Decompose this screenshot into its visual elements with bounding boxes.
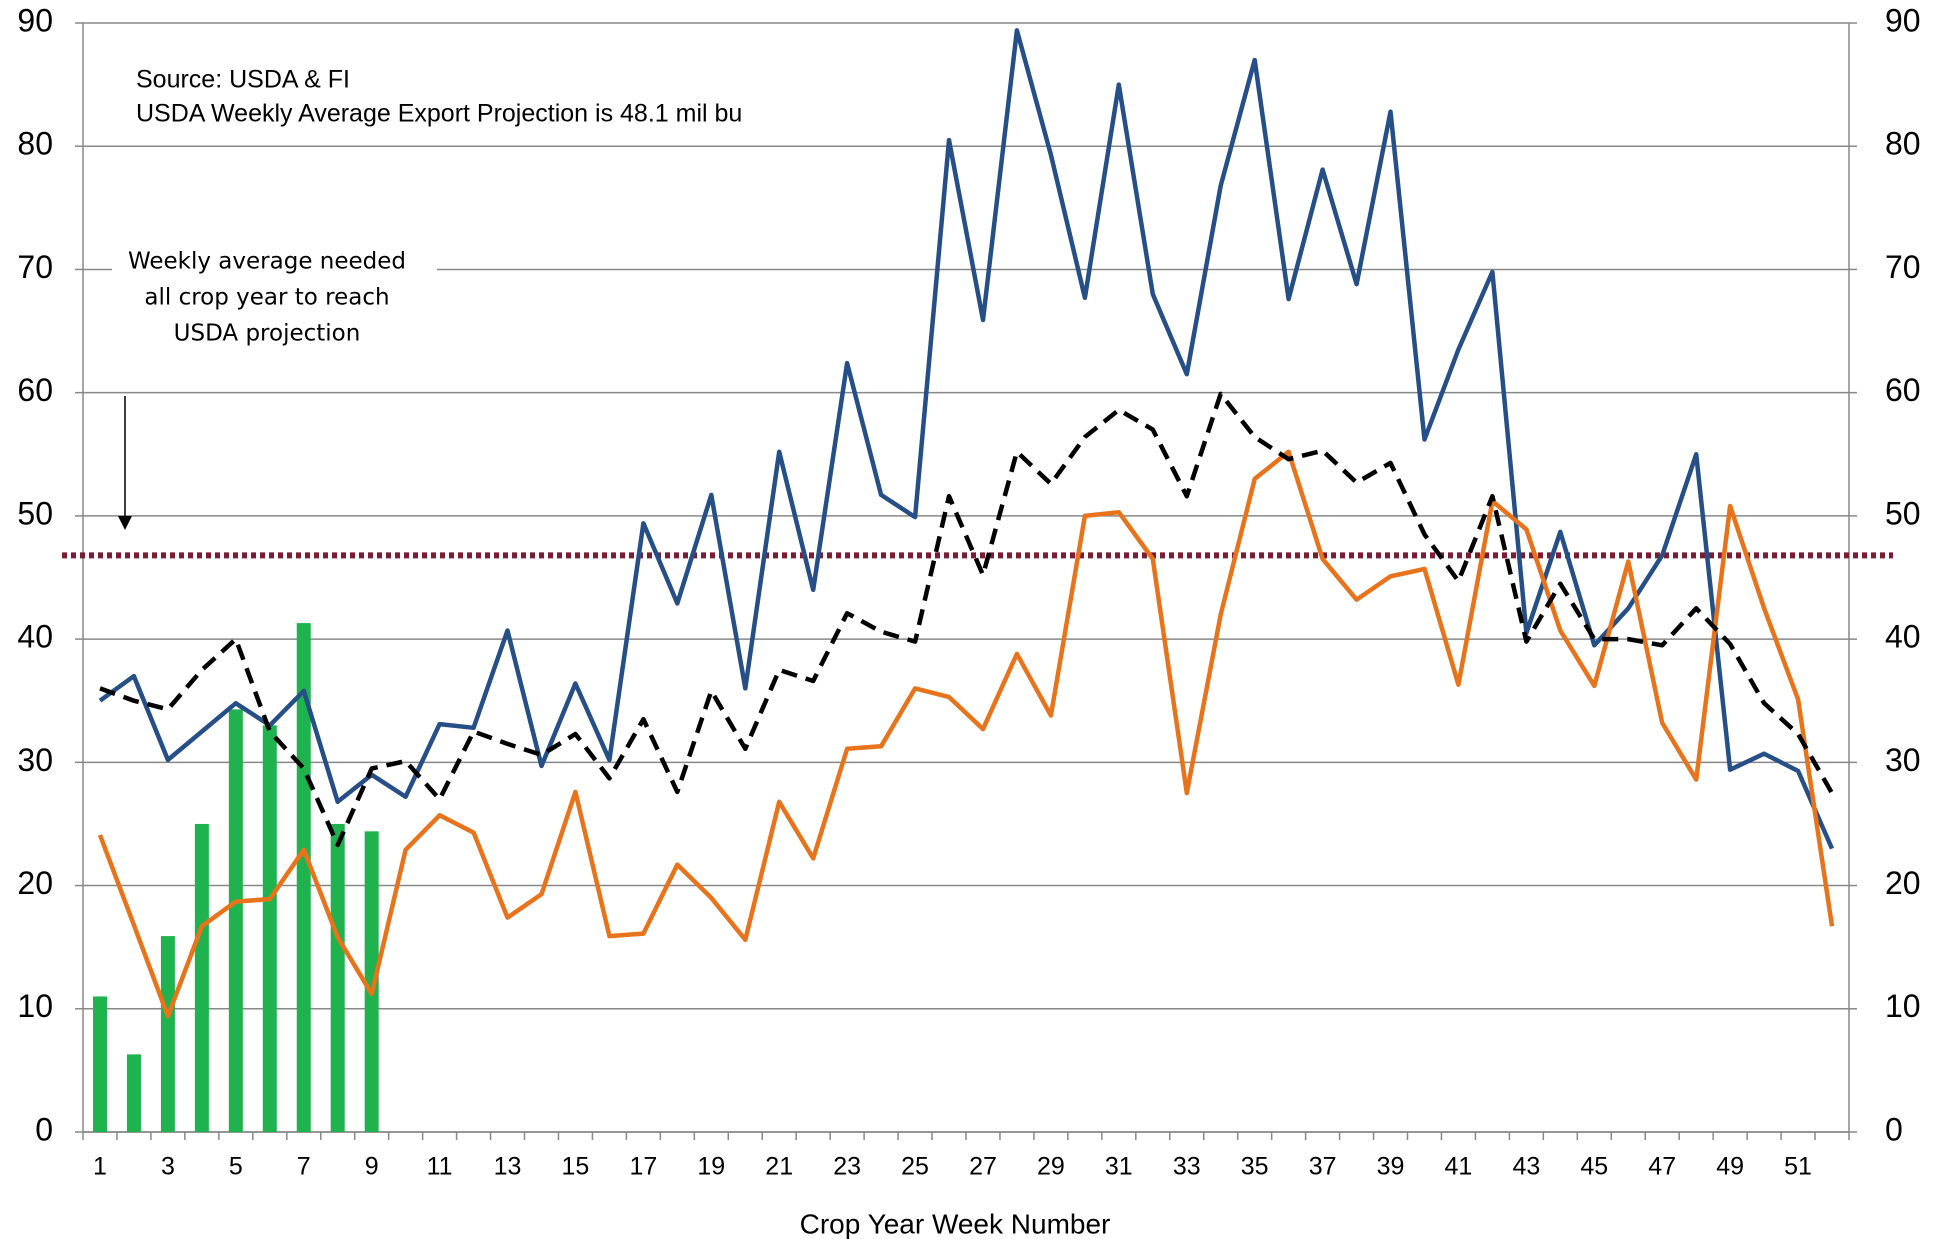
x-tick-label: 3 bbox=[161, 1153, 175, 1181]
annotation: all crop year to reach bbox=[144, 285, 389, 311]
bar bbox=[92, 996, 107, 1132]
x-tick-label: 17 bbox=[629, 1153, 657, 1181]
bar bbox=[330, 823, 345, 1132]
x-tick-label: 9 bbox=[365, 1153, 379, 1181]
x-tick-label: 35 bbox=[1241, 1153, 1269, 1181]
arrow-head bbox=[118, 516, 132, 530]
y-tick-label: 10 bbox=[17, 988, 53, 1024]
x-tick-label: 5 bbox=[229, 1153, 243, 1181]
x-tick-label: 15 bbox=[562, 1153, 590, 1181]
y2-tick-label: 10 bbox=[1885, 988, 1921, 1024]
x-tick-label: 47 bbox=[1648, 1153, 1676, 1181]
annotation: USDA Weekly Average Export Projection is… bbox=[136, 100, 742, 128]
annotation: Source: USDA & FI bbox=[136, 66, 350, 94]
y-tick-label: 60 bbox=[17, 372, 53, 408]
x-tick-label: 23 bbox=[833, 1153, 861, 1181]
x-tick-label: 21 bbox=[765, 1153, 793, 1181]
x-tick-label: 41 bbox=[1445, 1153, 1473, 1181]
bar bbox=[364, 831, 379, 1132]
x-tick-label: 7 bbox=[297, 1153, 311, 1181]
bar bbox=[262, 725, 277, 1132]
x-tick-label: 31 bbox=[1105, 1153, 1133, 1181]
x-tick-label: 11 bbox=[427, 1153, 453, 1181]
x-tick-label: 1 bbox=[93, 1153, 107, 1181]
x-tick-label: 33 bbox=[1173, 1153, 1201, 1181]
y2-tick-label: 90 bbox=[1885, 2, 1921, 38]
x-tick-label: 43 bbox=[1512, 1153, 1540, 1181]
x-tick-label: 51 bbox=[1784, 1153, 1812, 1181]
x-tick-label: 37 bbox=[1309, 1153, 1337, 1181]
y2-tick-label: 50 bbox=[1885, 495, 1921, 531]
y-tick-label: 50 bbox=[17, 495, 53, 531]
y-tick-label: 40 bbox=[17, 619, 53, 655]
bar bbox=[160, 936, 175, 1132]
x-axis-title: Crop Year Week Number bbox=[800, 1208, 1111, 1239]
y-tick-label: 90 bbox=[17, 2, 53, 38]
bar bbox=[194, 823, 209, 1132]
x-tick-label: 27 bbox=[969, 1153, 997, 1181]
y2-tick-label: 0 bbox=[1885, 1111, 1903, 1147]
line bbox=[99, 391, 1834, 848]
x-tick-label: 19 bbox=[697, 1153, 725, 1181]
x-tick-label: 13 bbox=[494, 1153, 522, 1181]
bar bbox=[228, 709, 243, 1132]
y2-tick-label: 20 bbox=[1885, 865, 1921, 901]
x-tick-label: 25 bbox=[901, 1153, 929, 1181]
x-tick-label: 39 bbox=[1377, 1153, 1405, 1181]
x-tick-label: 29 bbox=[1037, 1153, 1065, 1181]
y-tick-label: 0 bbox=[35, 1111, 53, 1147]
y-tick-label: 80 bbox=[17, 126, 53, 162]
y-tick-label: 70 bbox=[17, 249, 53, 285]
x-tick-label: 45 bbox=[1580, 1153, 1608, 1181]
y-tick-label: 30 bbox=[17, 742, 53, 778]
annotation-bg bbox=[112, 240, 437, 352]
y-tick-label: 20 bbox=[17, 865, 53, 901]
y2-tick-label: 80 bbox=[1885, 126, 1921, 162]
annotation: Weekly average needed bbox=[128, 249, 406, 275]
bar bbox=[296, 623, 311, 1132]
line bbox=[97, 449, 1835, 1019]
y2-tick-label: 40 bbox=[1885, 619, 1921, 655]
y2-tick-label: 70 bbox=[1885, 249, 1921, 285]
annotation: USDA projection bbox=[174, 321, 361, 347]
bar bbox=[126, 1054, 141, 1132]
x-tick-label: 49 bbox=[1716, 1153, 1744, 1181]
y2-tick-label: 30 bbox=[1885, 742, 1921, 778]
y2-tick-label: 60 bbox=[1885, 372, 1921, 408]
line bbox=[98, 28, 1835, 850]
